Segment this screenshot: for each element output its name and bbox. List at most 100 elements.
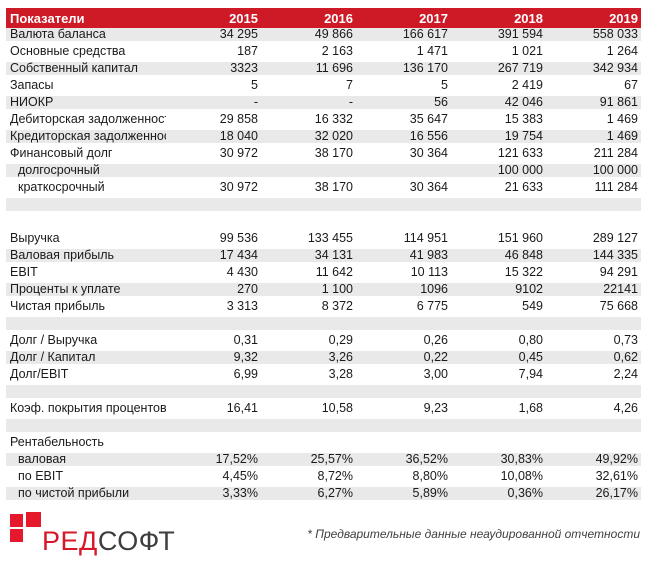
cell-value: 11 696	[315, 61, 353, 75]
cell-value: 30 972	[219, 146, 258, 160]
logo-square-icon	[10, 514, 23, 527]
cell-value: 7,94	[518, 367, 543, 381]
table-row: Основные средства 187 2 163 1 471 1 021 1 264	[6, 45, 641, 58]
cell-value: 2,24	[613, 367, 638, 381]
row-label: Основные средства	[10, 45, 126, 58]
cell-value: 0,29	[328, 333, 353, 347]
cell-value: -	[348, 95, 353, 109]
cell-value: 558 033	[592, 27, 638, 41]
cell-value: 22141	[603, 282, 638, 296]
cell-value: 1096	[420, 282, 448, 296]
cell-value: 6,27%	[317, 486, 353, 500]
cell-value: 0,36%	[507, 486, 543, 500]
cell-value: 391 594	[497, 27, 543, 41]
table-row: Дебиторская задолженность 29 858 16 332 35 …	[6, 113, 641, 126]
cell-value: 16 332	[314, 112, 353, 126]
logo-square-icon	[26, 512, 41, 527]
spacer-row	[6, 198, 641, 211]
footnote: * Предварительные данные неаудированной …	[307, 527, 640, 541]
cell-value: 42 046	[504, 95, 543, 109]
row-label: Запасы	[10, 79, 54, 92]
cell-value: 30 364	[409, 146, 448, 160]
financial-indicators-table: Показатели 2015 2016 2017 2018 2019 Валюта б…	[6, 8, 641, 504]
cell-value: 15 383	[504, 112, 543, 126]
cell-value: 9102	[515, 282, 543, 296]
cell-value: 1 471	[416, 44, 448, 58]
cell-value: 0,22	[423, 350, 448, 364]
cell-value: 1 469	[606, 112, 638, 126]
row-label: Собственный капитал	[10, 62, 138, 75]
cell-value: 0,45	[518, 350, 543, 364]
row-label: Долг/EBIT	[10, 368, 69, 381]
cell-value: 34 295	[219, 27, 258, 41]
row-label: Долг / Выручка	[10, 334, 98, 347]
cell-value: 0,73	[613, 333, 638, 347]
row-label: EBIT	[10, 266, 38, 279]
cell-value: 1 264	[606, 44, 638, 58]
cell-value: 10 113	[410, 265, 448, 279]
table-row: краткосрочный 30 972 38 170 30 364 21 633 111…	[6, 181, 641, 194]
cell-value: 30 972	[219, 180, 258, 194]
table-row: Валюта баланса 34 295 49 866 166 617 391 594…	[6, 28, 641, 41]
cell-value: 9,23	[423, 401, 448, 415]
row-label: по чистой прибыли	[18, 487, 130, 500]
spacer-row	[6, 385, 641, 398]
cell-value: 289 127	[592, 231, 638, 245]
cell-value: 211 284	[593, 146, 638, 160]
cell-value: 9,32	[233, 350, 258, 364]
cell-value: 16 556	[409, 129, 448, 143]
column-header-indicators: Показатели	[10, 10, 85, 26]
cell-value: 136 170	[402, 61, 448, 75]
table-row: Рентабельность	[6, 436, 641, 449]
cell-value: 549	[522, 299, 543, 313]
cell-value: 187	[237, 44, 258, 58]
row-label: Дебиторская задолженность	[10, 113, 166, 126]
row-label: краткосрочный	[18, 181, 105, 194]
cell-value: 11 642	[315, 265, 353, 279]
row-label: Рентабельность	[10, 436, 104, 449]
cell-value: 17 434	[219, 248, 258, 262]
cell-value: 267 719	[497, 61, 543, 75]
cell-value: 2 419	[511, 78, 543, 92]
cell-value: 5	[251, 78, 258, 92]
cell-value: 75 668	[599, 299, 638, 313]
cell-value: 18 040	[219, 129, 258, 143]
cell-value: 3,33%	[222, 486, 258, 500]
spacer-row	[6, 419, 641, 432]
cell-value: 0,26	[423, 333, 448, 347]
table-row: по чистой прибыли 3,33% 6,27% 5,89% 0,36% 26,…	[6, 487, 641, 500]
cell-value: 3323	[230, 61, 258, 75]
cell-value: 100 000	[592, 163, 638, 177]
row-label: НИОКР	[10, 96, 54, 109]
cell-value: 151 960	[497, 231, 543, 245]
cell-value: 46 848	[504, 248, 543, 262]
column-header-2018: 2018	[514, 10, 543, 26]
cell-value: 35 647	[409, 112, 448, 126]
cell-value: 100 000	[497, 163, 543, 177]
cell-value: 32 020	[314, 129, 353, 143]
table-row: EBIT 4 430 11 642 10 113 15 322 94 291	[6, 266, 641, 279]
cell-value: 121 633	[497, 146, 543, 160]
cell-value: 41 983	[409, 248, 448, 262]
cell-value: 7	[346, 78, 353, 92]
table-row: Запасы 5 7 5 2 419 67	[6, 79, 641, 92]
cell-value: 56	[434, 95, 448, 109]
cell-value: 26,17%	[595, 486, 638, 500]
cell-value: 15 322	[504, 265, 543, 279]
cell-value: 114 951	[403, 231, 448, 245]
cell-value: 36,52%	[405, 452, 448, 466]
cell-value: 1,68	[518, 401, 543, 415]
spacer-row	[6, 317, 641, 330]
cell-value: 1 021	[511, 44, 543, 58]
cell-value: 38 170	[314, 146, 353, 160]
table-row: Долг / Выручка 0,31 0,29 0,26 0,80 0,73	[6, 334, 641, 347]
cell-value: 91 861	[599, 95, 638, 109]
row-label: Чистая прибыль	[10, 300, 105, 313]
cell-value: 49,92%	[595, 452, 638, 466]
table-body: Валюта баланса 34 295 49 866 166 617 391 594…	[6, 28, 641, 500]
row-label: Коэф. покрытия процентов	[10, 402, 166, 415]
redsoft-logo: РЕДСОФТ	[10, 512, 180, 558]
spacer-row	[6, 215, 641, 228]
cell-value: 38 170	[314, 180, 353, 194]
row-label: валовая	[18, 453, 67, 466]
